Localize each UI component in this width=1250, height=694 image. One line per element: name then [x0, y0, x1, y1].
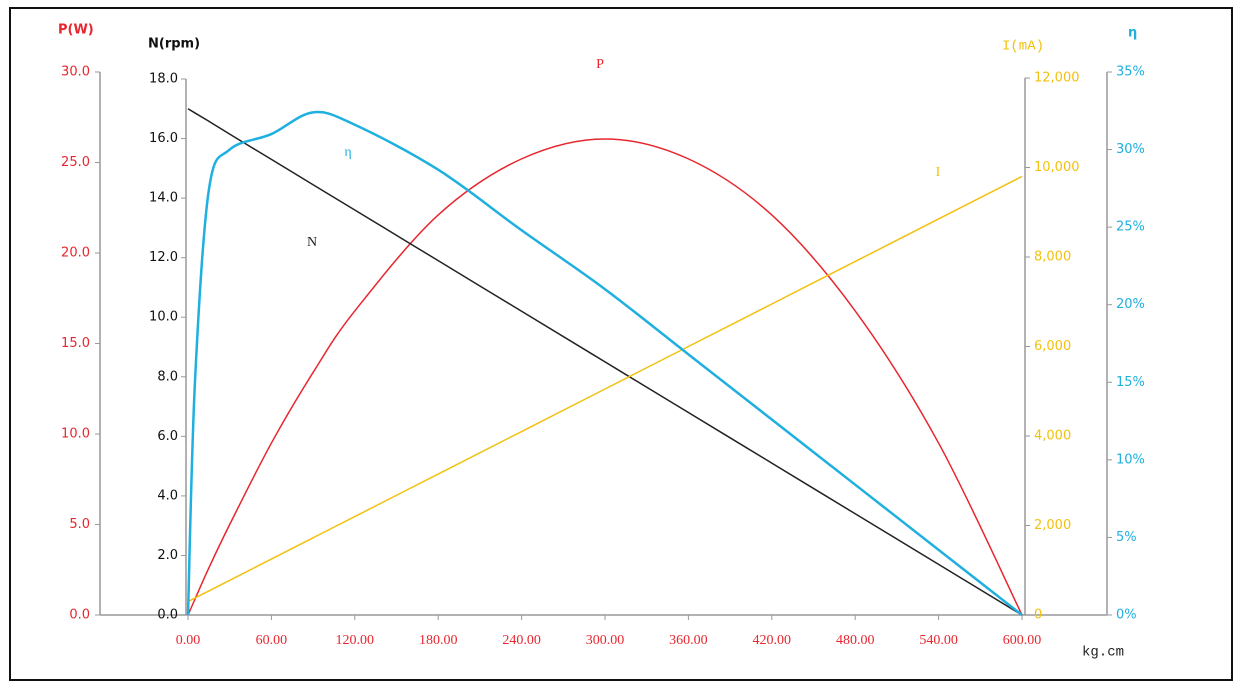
- x-tick-label: 240.00: [502, 633, 541, 648]
- y-tick-label: 6,000: [1034, 339, 1071, 354]
- series-line: [187, 108, 1023, 616]
- series-line: [186, 110, 1023, 616]
- series-label: η: [344, 145, 351, 160]
- y-tick-label: 2.0: [157, 548, 178, 563]
- x-tick-label: 120.00: [336, 633, 375, 648]
- x-tick-label: 600.00: [1003, 633, 1042, 648]
- y-tick-label: 0: [1034, 608, 1042, 623]
- y-tick-label: 8,000: [1034, 250, 1071, 265]
- x-tick-label: 480.00: [836, 633, 875, 648]
- y-tick-label: 8.0: [157, 369, 178, 384]
- x-tick-label: 300.00: [586, 633, 625, 648]
- y-tick-label: 4,000: [1034, 429, 1071, 444]
- y-tick-label: 14.0: [149, 191, 178, 206]
- x-axis-label: kg.cm: [1082, 645, 1124, 661]
- y-tick-label: 20.0: [61, 246, 90, 261]
- x-tick-label: 360.00: [669, 633, 708, 648]
- x-tick-label: 180.00: [419, 633, 458, 648]
- y-tick-label: 2,000: [1034, 518, 1071, 533]
- y-tick-label: 10.0: [149, 310, 178, 325]
- series-label: P: [596, 57, 604, 72]
- y-tick-label: 20%: [1116, 297, 1145, 312]
- y-tick-label: 4.0: [157, 488, 178, 503]
- y-axis-title: N(rpm): [148, 37, 200, 52]
- y-axis-title: I(mA): [1002, 39, 1044, 55]
- y-tick-label: 35%: [1116, 65, 1145, 80]
- y-tick-label: 15%: [1116, 375, 1145, 390]
- series-label: I: [936, 165, 941, 180]
- y-tick-label: 5.0: [69, 517, 90, 532]
- y-tick-label: 30%: [1116, 142, 1145, 157]
- y-tick-label: 5%: [1116, 530, 1137, 545]
- y-tick-label: 0%: [1116, 608, 1137, 623]
- y-tick-label: 10.0: [61, 427, 90, 442]
- x-tick-label: 60.00: [256, 633, 288, 648]
- x-tick-label: 0.00: [176, 633, 201, 648]
- y-tick-label: 0.0: [69, 608, 90, 623]
- x-tick-label: 540.00: [919, 633, 958, 648]
- y-tick-label: 15.0: [61, 336, 90, 351]
- x-tick-label: 420.00: [753, 633, 792, 648]
- y-tick-label: 16.0: [149, 131, 178, 146]
- y-tick-label: 30.0: [61, 65, 90, 80]
- frame: [9, 7, 1233, 681]
- y-tick-label: 25.0: [61, 155, 90, 170]
- series-label: N: [307, 235, 317, 250]
- series-line: [187, 138, 1023, 616]
- y-axis-title: P(W): [58, 23, 94, 38]
- y-axis-title: η: [1128, 26, 1137, 41]
- y-tick-label: 25%: [1116, 220, 1145, 235]
- y-tick-label: 10,000: [1034, 160, 1080, 175]
- y-tick-label: 0.0: [157, 608, 178, 623]
- y-tick-label: 12,000: [1034, 71, 1080, 86]
- y-tick-label: 10%: [1116, 452, 1145, 467]
- y-tick-label: 12.0: [149, 250, 178, 265]
- y-tick-label: 18.0: [149, 72, 178, 87]
- series-line: [187, 175, 1023, 603]
- y-tick-label: 6.0: [157, 429, 178, 444]
